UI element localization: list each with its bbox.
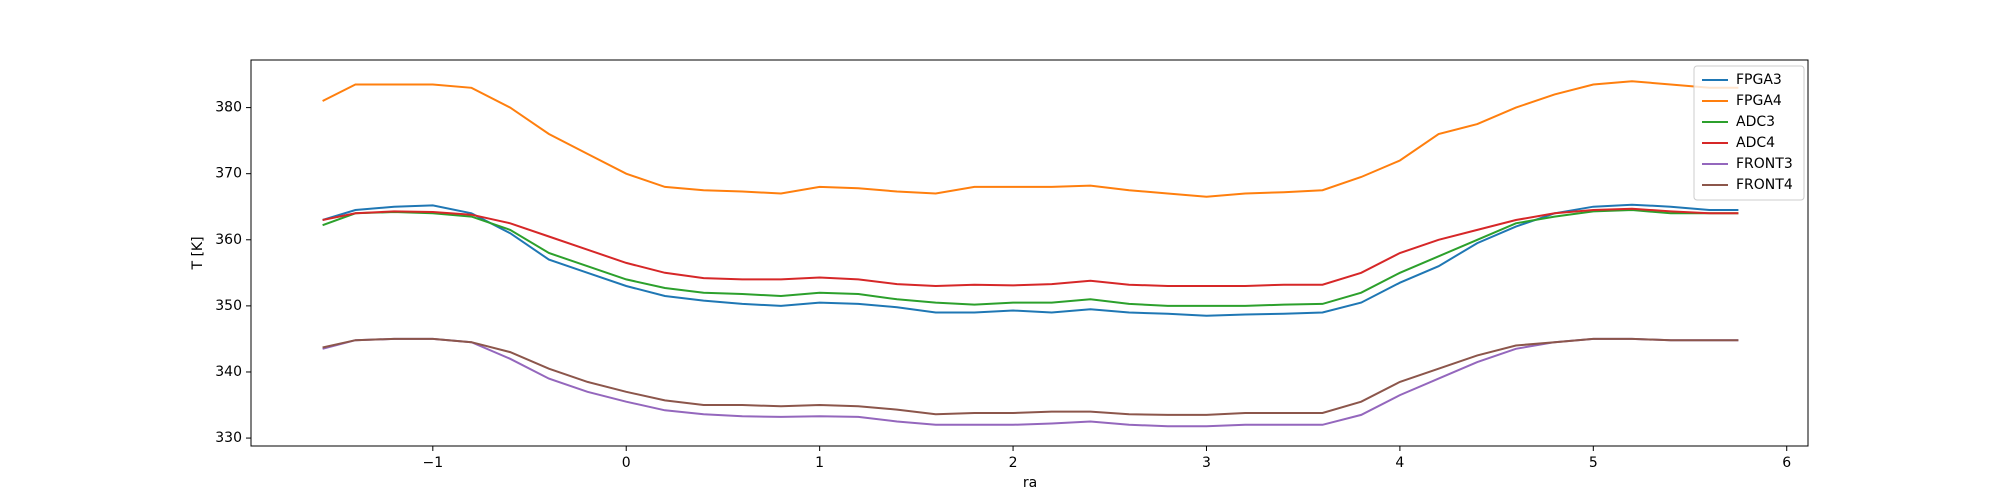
legend-box <box>1693 65 1805 201</box>
x-tick-label: 5 <box>1589 455 1598 471</box>
series-line <box>322 337 1739 428</box>
y-tick-label: 370 <box>215 166 242 182</box>
legend-label: FPGA4 <box>1736 93 1782 109</box>
series-line <box>322 80 1739 198</box>
legend-label: FPGA3 <box>1736 72 1782 88</box>
x-tick-label: 0 <box>622 455 631 471</box>
y-axis-label: T [K] <box>190 236 206 270</box>
y-tick-label: 360 <box>215 232 242 248</box>
y-tick-label: 380 <box>215 100 242 116</box>
y-tick-label: 350 <box>215 298 242 314</box>
x-axis-label: ra <box>1023 475 1037 491</box>
x-tick-label: −1 <box>422 455 443 471</box>
series-line <box>322 207 1739 288</box>
plot-frame <box>250 59 1809 447</box>
series-line <box>322 208 1739 307</box>
series-line <box>322 203 1739 317</box>
x-tick-label: 2 <box>1009 455 1018 471</box>
y-tick-label: 330 <box>215 430 242 446</box>
x-tick-label: 3 <box>1202 455 1211 471</box>
series-line <box>322 337 1739 416</box>
legend-label: FRONT3 <box>1736 156 1793 172</box>
x-tick-label: 6 <box>1782 455 1791 471</box>
legend-label: ADC3 <box>1736 114 1775 130</box>
y-tick-label: 340 <box>215 364 242 380</box>
legend-label: ADC4 <box>1736 135 1775 151</box>
x-tick-label: 1 <box>815 455 824 471</box>
x-tick-label: 4 <box>1395 455 1404 471</box>
legend-label: FRONT4 <box>1736 177 1793 193</box>
